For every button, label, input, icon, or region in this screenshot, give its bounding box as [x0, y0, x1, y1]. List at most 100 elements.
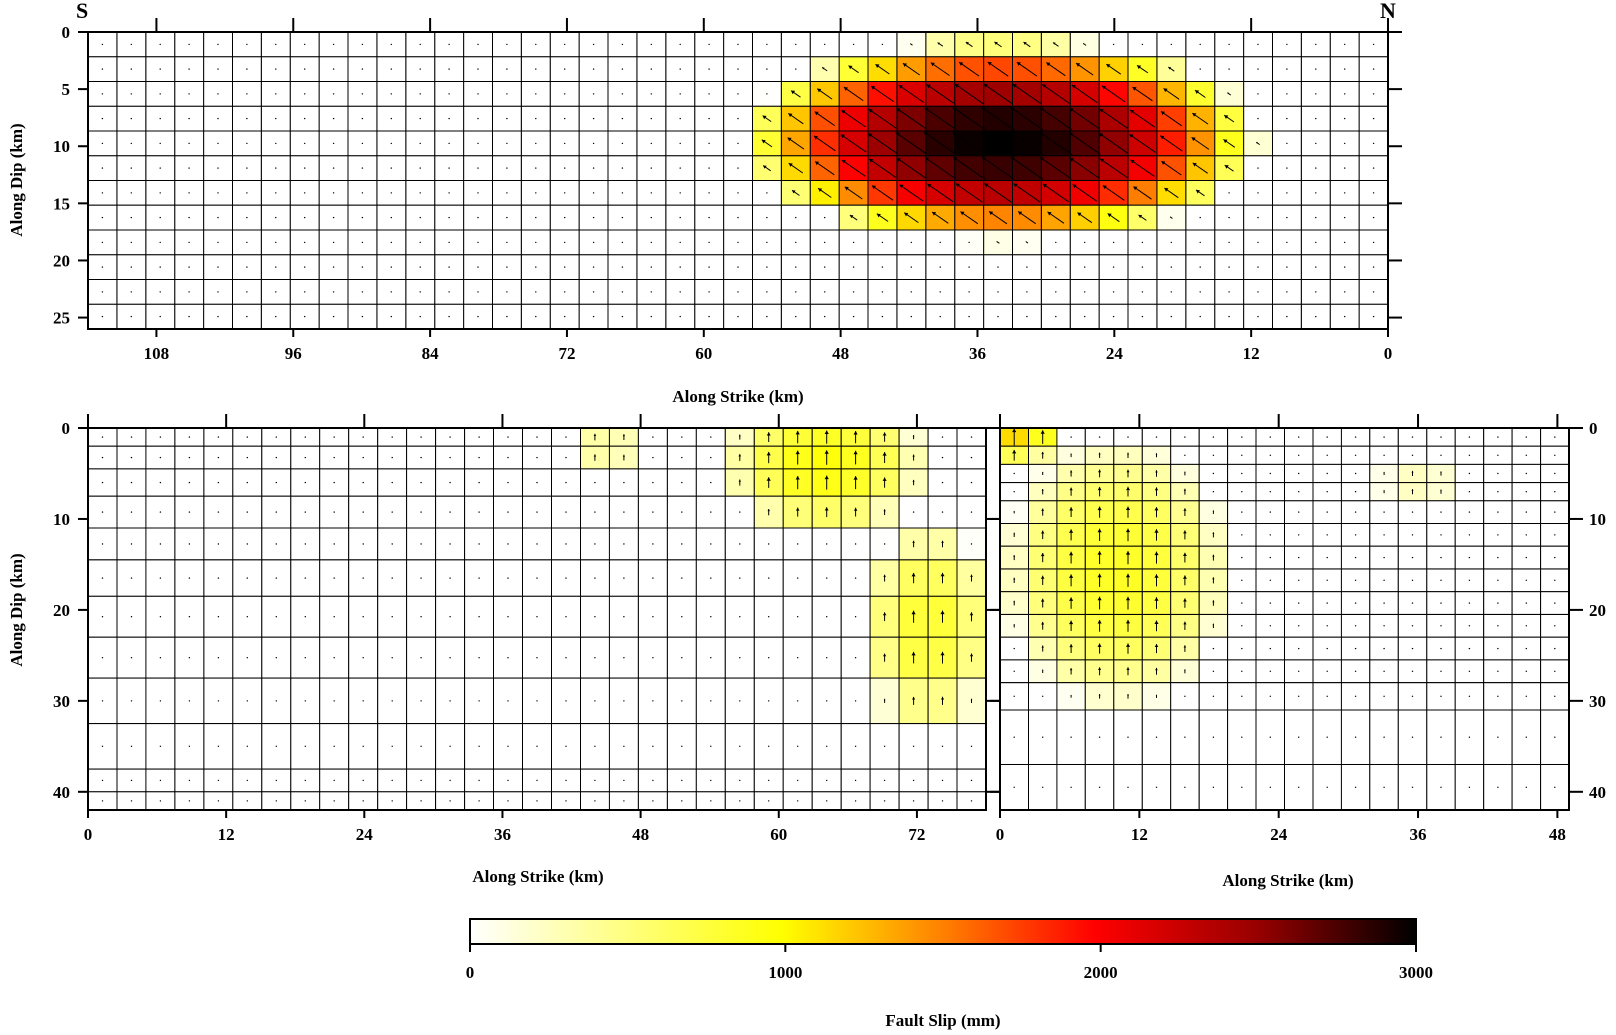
- rake-dot: [1257, 291, 1259, 293]
- rake-arrowhead: [940, 572, 945, 577]
- rake-dot: [188, 543, 191, 545]
- rake-dot: [507, 481, 509, 484]
- rake-dot: [1286, 291, 1288, 293]
- rake-dot: [1315, 241, 1317, 244]
- rake-dot: [939, 315, 941, 318]
- rake-dot: [1298, 556, 1300, 559]
- rake-arrowhead: [953, 156, 958, 161]
- rake-dot: [1468, 534, 1471, 536]
- rake-arrowhead: [1154, 487, 1159, 491]
- rake-dot: [1257, 315, 1259, 318]
- rake-dot: [1383, 579, 1385, 581]
- rake-arrow: [1191, 136, 1210, 150]
- rake-dot: [652, 436, 654, 438]
- rake-arrow: [896, 157, 927, 179]
- rake-arrowhead: [899, 184, 904, 189]
- rake-arrowhead: [1069, 507, 1074, 511]
- rake-arrowhead: [1160, 111, 1165, 116]
- rake-dot: [592, 167, 595, 169]
- rake-arrowhead: [912, 540, 915, 543]
- rake-dot: [477, 117, 479, 120]
- rake-arrowhead: [1010, 131, 1015, 136]
- rake-arrowhead: [738, 454, 742, 457]
- rake-dot: [1497, 625, 1499, 627]
- rake-arrowhead: [883, 574, 886, 577]
- rake-dot: [332, 216, 335, 219]
- rake-dot: [1354, 647, 1357, 650]
- rake-dot: [681, 511, 683, 513]
- rake-dot: [623, 779, 625, 782]
- rake-dot: [506, 241, 508, 244]
- rake-arrowhead: [1137, 65, 1142, 70]
- rake-dot: [1298, 786, 1300, 788]
- rake-arrowhead: [1083, 43, 1085, 45]
- rake-dot: [101, 68, 104, 70]
- rake-dot: [1112, 291, 1115, 293]
- rake-dot: [1497, 472, 1499, 475]
- rake-dot: [708, 216, 710, 219]
- rake-dot: [1525, 556, 1528, 559]
- rake-dot: [710, 511, 712, 513]
- rake-dot: [1554, 534, 1556, 536]
- rake-dot: [621, 93, 624, 95]
- rake-arrowhead: [795, 430, 800, 435]
- rake-arrowhead: [848, 65, 853, 70]
- rake-arrow: [926, 84, 955, 104]
- rake-dot: [652, 456, 654, 459]
- rake-dot: [130, 511, 133, 513]
- rake-dot: [795, 43, 797, 46]
- rake-dot: [390, 68, 392, 70]
- rake-arrowhead: [924, 107, 929, 112]
- rake-arrow: [867, 132, 898, 154]
- rake-dot: [1411, 670, 1414, 672]
- rake-dot: [536, 745, 538, 747]
- rake-arrow: [1013, 183, 1041, 203]
- rake-dot: [623, 657, 625, 659]
- rake-dot: [1199, 68, 1201, 70]
- rake-dot: [650, 93, 652, 95]
- rake-arrow: [1071, 84, 1098, 104]
- rake-dot: [1554, 472, 1556, 475]
- rake-arrowhead: [1164, 188, 1169, 192]
- rake-dot: [362, 745, 364, 747]
- rake-dot: [217, 800, 220, 802]
- rake-dot: [681, 577, 683, 579]
- rake-dot: [536, 511, 538, 513]
- top-y-axis: 0 5 10 15 20 25: [53, 23, 1402, 328]
- rake-dot: [565, 657, 567, 659]
- rake-arrow: [843, 86, 864, 102]
- rake-dot: [391, 745, 393, 747]
- rake-dot: [188, 241, 190, 244]
- rake-dot: [419, 315, 421, 318]
- rake-dot: [1411, 436, 1414, 438]
- rake-dot: [768, 657, 770, 659]
- rake-dot: [1315, 291, 1317, 293]
- rake-dot: [478, 800, 480, 802]
- rake-arrowhead: [912, 454, 915, 457]
- rake-dot: [130, 216, 132, 219]
- rake-dot: [854, 657, 857, 659]
- rake-arrowhead: [1040, 575, 1045, 579]
- rake-dot: [1228, 68, 1230, 70]
- rake-arrowhead: [1099, 108, 1104, 113]
- rake-dot: [910, 291, 912, 293]
- rake-dot: [101, 657, 104, 659]
- slip-patch: [116, 723, 147, 770]
- rake-dot: [594, 800, 596, 802]
- rake-dot: [1354, 454, 1357, 456]
- rake-dot: [304, 700, 306, 702]
- rake-dot: [1383, 786, 1385, 788]
- rake-dot: [506, 142, 508, 145]
- rake-dot: [1411, 736, 1414, 738]
- rake-arrowhead: [1168, 67, 1172, 70]
- rake-dot: [650, 216, 652, 219]
- rake-dot: [333, 481, 335, 484]
- rake-dot: [478, 481, 480, 484]
- rake-dot: [275, 167, 277, 169]
- rake-dot: [1084, 315, 1086, 318]
- colorbar-tick-label: 1000: [768, 963, 802, 982]
- rake-arrowhead: [824, 430, 829, 434]
- rake-dot: [536, 700, 538, 702]
- rake-dot: [217, 142, 219, 145]
- rake-dot: [1411, 556, 1414, 559]
